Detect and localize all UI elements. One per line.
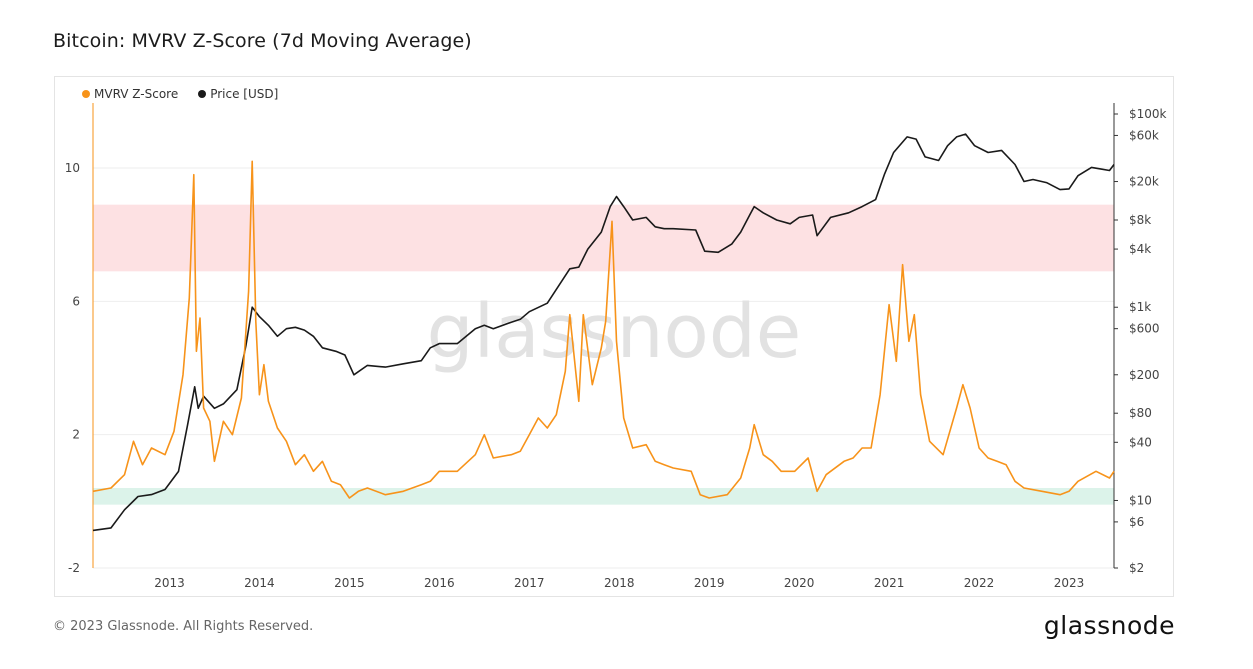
watermark-text: glassnode bbox=[427, 289, 802, 375]
y-right-tick-label: $40 bbox=[1129, 435, 1152, 449]
x-tick-label: 2019 bbox=[694, 576, 725, 590]
x-tick-label: 2017 bbox=[514, 576, 545, 590]
y-right-tick-label: $200 bbox=[1129, 368, 1160, 382]
chart-frame bbox=[54, 76, 1174, 597]
y-right-tick-label: $600 bbox=[1129, 322, 1160, 336]
zone-red bbox=[93, 204, 1114, 272]
y-right-tick-label: $10 bbox=[1129, 493, 1152, 507]
y-right-tick-label: $2 bbox=[1129, 561, 1144, 575]
y-right-tick-label: $100k bbox=[1129, 107, 1167, 121]
glassnode-logo: glassnode bbox=[1043, 611, 1175, 640]
x-tick-label: 2020 bbox=[784, 576, 815, 590]
series-line-zscore bbox=[92, 160, 1115, 499]
zone-green bbox=[93, 488, 1114, 505]
legend-item-zscore[interactable]: MVRV Z-Score bbox=[82, 87, 178, 101]
x-tick-label: 2021 bbox=[874, 576, 905, 590]
copyright-footer: © 2023 Glassnode. All Rights Reserved. bbox=[53, 619, 314, 634]
y-right-tick-label: $4k bbox=[1129, 242, 1151, 256]
y-right-tick-label: $20k bbox=[1129, 175, 1159, 189]
x-tick-label: 2022 bbox=[964, 576, 995, 590]
y-right-tick-label: $1k bbox=[1129, 300, 1151, 314]
legend-label-zscore: MVRV Z-Score bbox=[94, 87, 179, 101]
lines-layer bbox=[92, 133, 1115, 532]
y-right-tick-label: $60k bbox=[1129, 128, 1159, 142]
chart-title: Bitcoin: MVRV Z-Score (7d Moving Average… bbox=[53, 30, 472, 52]
grid-layer bbox=[93, 167, 1114, 569]
legend: MVRV Z-Score Price [USD] bbox=[82, 87, 278, 101]
x-tick-label: 2013 bbox=[154, 576, 185, 590]
y-right-tick-label: $80 bbox=[1129, 406, 1152, 420]
legend-dot-zscore bbox=[82, 90, 90, 98]
x-tick-label: 2018 bbox=[604, 576, 635, 590]
y-left-tick-label: -2 bbox=[68, 561, 80, 575]
y-left-tick-label: 6 bbox=[72, 294, 80, 308]
x-tick-label: 2023 bbox=[1054, 576, 1085, 590]
y-left-tick-label: 10 bbox=[65, 161, 80, 175]
x-tick-label: 2015 bbox=[334, 576, 365, 590]
x-tick-label: 2014 bbox=[244, 576, 275, 590]
zones-layer bbox=[93, 204, 1114, 505]
y-right-tick-label: $6 bbox=[1129, 515, 1144, 529]
legend-item-price[interactable]: Price [USD] bbox=[198, 87, 278, 101]
legend-dot-price bbox=[198, 90, 207, 98]
y-right-tick-label: $8k bbox=[1129, 213, 1151, 227]
legend-label-price: Price [USD] bbox=[210, 87, 279, 101]
y-left-tick-label: 2 bbox=[72, 428, 80, 442]
x-tick-label: 2016 bbox=[424, 576, 455, 590]
